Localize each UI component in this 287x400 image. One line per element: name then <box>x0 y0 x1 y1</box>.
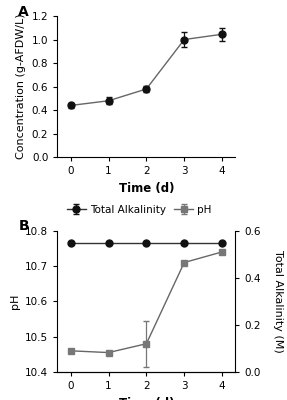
Legend: Total Alkalinity, pH: Total Alkalinity, pH <box>67 205 212 215</box>
X-axis label: Time (d): Time (d) <box>119 182 174 195</box>
Text: A: A <box>18 5 29 19</box>
X-axis label: Time (d): Time (d) <box>119 396 174 400</box>
Y-axis label: pH: pH <box>10 294 20 309</box>
Y-axis label: Concentration (g-AFDW/L): Concentration (g-AFDW/L) <box>16 14 26 160</box>
Y-axis label: Total Alkalinity (M): Total Alkalinity (M) <box>274 250 283 353</box>
Text: B: B <box>18 220 29 234</box>
